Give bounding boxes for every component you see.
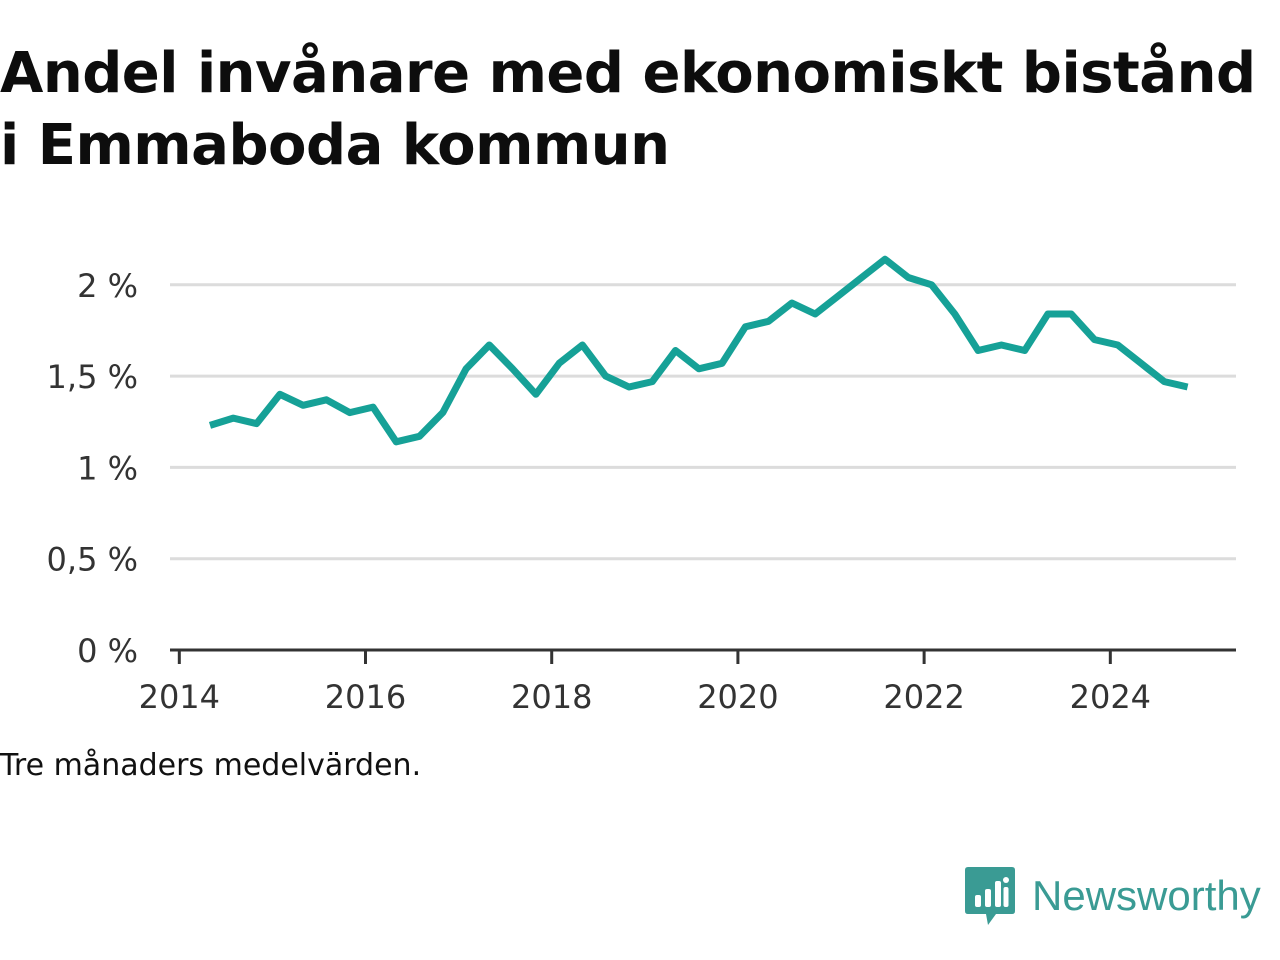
newsworthy-logo-icon — [965, 867, 1015, 925]
brand-logo: Newsworthy — [964, 864, 1261, 928]
y-tick-label: 1,5 % — [47, 358, 138, 396]
x-tick-label: 2024 — [1070, 678, 1151, 716]
x-tick-label: 2022 — [883, 678, 964, 716]
brand-name: Newsworthy — [1032, 872, 1261, 919]
line-chart: 0 % 0,5 % 1 % 1,5 % 2 % 2014 2016 2018 2020 2022 2… — [47, 255, 1236, 716]
x-tick-label: 2020 — [697, 678, 778, 716]
x-tick-label: 2014 — [139, 678, 220, 716]
y-tick-label: 2 % — [77, 267, 138, 305]
y-tick-label: 0 % — [77, 632, 138, 670]
y-tick-label: 0,5 % — [47, 541, 138, 579]
y-tick-label: 1 % — [77, 449, 138, 487]
x-tick-label: 2016 — [325, 678, 406, 716]
chart-title: Andel invånare med ekonomiskt bistånd i … — [0, 41, 1256, 178]
chart-note: Tre månaders medelvärden. — [0, 748, 422, 783]
series-line — [208, 255, 1189, 446]
x-tick-label: 2018 — [511, 678, 592, 716]
